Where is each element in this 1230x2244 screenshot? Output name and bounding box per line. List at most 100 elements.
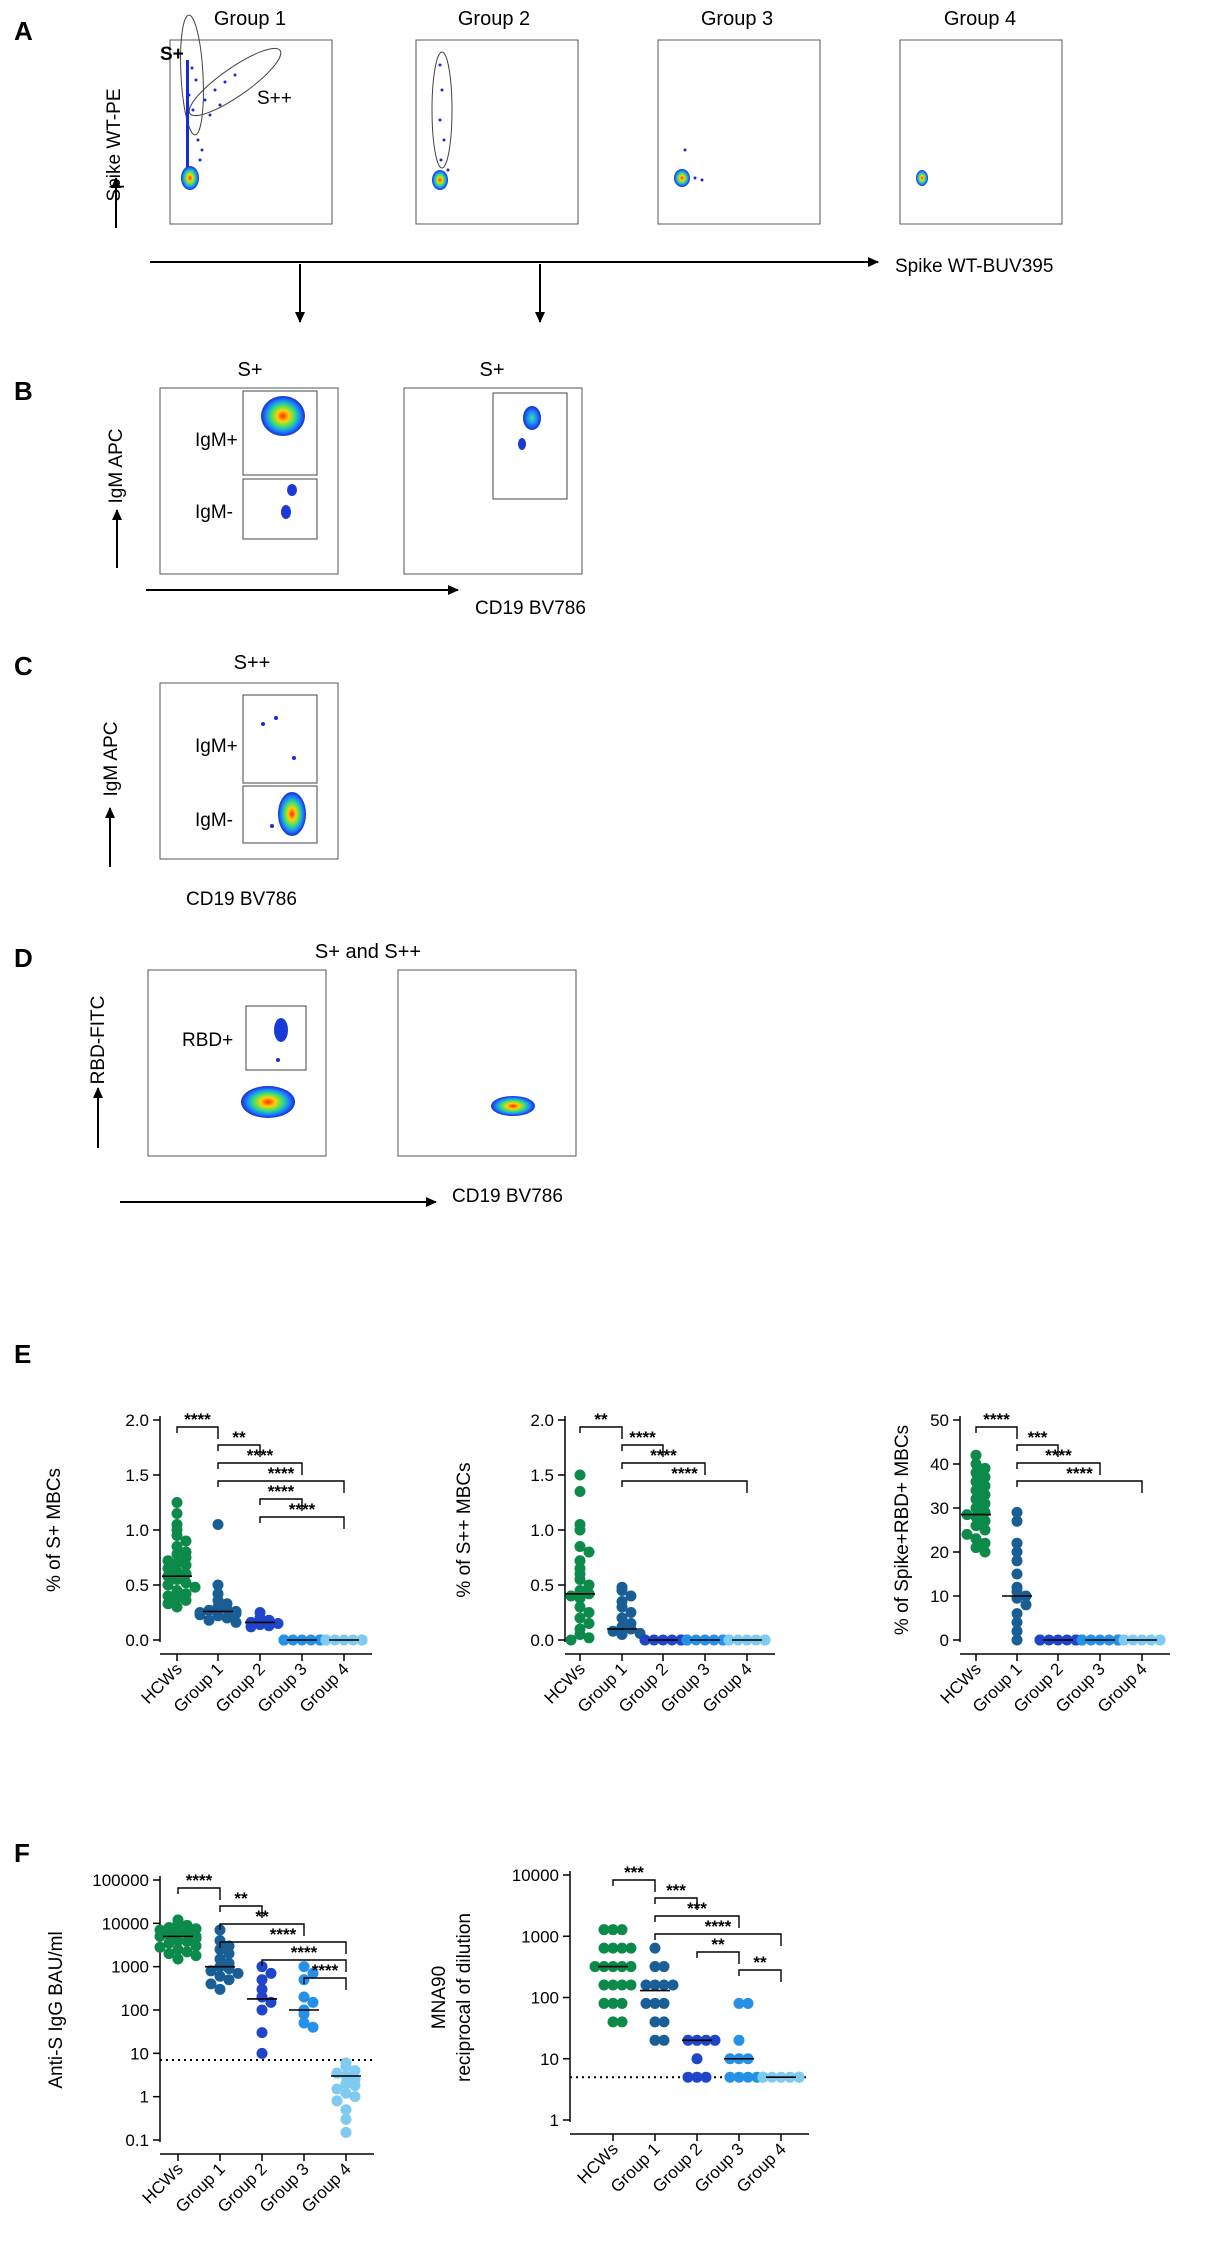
- y-tick-label: 1.0: [125, 1521, 149, 1540]
- gate-label-s-plus-plus: S++: [257, 88, 292, 109]
- data-point: [970, 1493, 982, 1505]
- sig-bracket: [177, 1887, 221, 1900]
- y-tick-label: 0: [940, 1631, 949, 1650]
- sig-label: ****: [289, 1500, 316, 1519]
- data-point: [180, 1559, 192, 1571]
- data-point: [340, 2104, 352, 2116]
- data-point: [190, 1950, 202, 1962]
- data-point: [189, 1581, 201, 1593]
- y-tick-label: 1.0: [530, 1521, 554, 1540]
- flow-plot-b-2: [403, 387, 583, 575]
- y-axis-label-2: reciprocal of dilution: [454, 1913, 475, 2082]
- y-tick-label: 2.0: [530, 1411, 554, 1430]
- data-point: [979, 1489, 991, 1501]
- data-point: [205, 1978, 217, 1990]
- data-point: [298, 1991, 310, 2003]
- events-group-3: [683, 148, 704, 182]
- data-point: [172, 1935, 184, 1947]
- data-point: [180, 1594, 192, 1606]
- data-point: [171, 1557, 183, 1569]
- gate-s-plus: [180, 14, 204, 136]
- data-point: [171, 1497, 183, 1508]
- sig-bracket: [219, 1923, 305, 1936]
- data-point: [212, 1519, 224, 1530]
- data-point: [1011, 1634, 1023, 1646]
- panel-b-x-label: CD19 BV786: [475, 598, 586, 619]
- data-point: [172, 1943, 184, 1955]
- data-point: [230, 1608, 242, 1620]
- panel-label-e: E: [14, 1339, 31, 1369]
- data-point: [616, 1942, 628, 1954]
- panel-a-x-label: Spike WT-BUV395: [895, 256, 1053, 277]
- y-tick-label: 1: [550, 2111, 559, 2130]
- data-point: [1011, 1537, 1023, 1549]
- group-4-title: Group 4: [944, 8, 1016, 30]
- data-point: [221, 1612, 233, 1624]
- data-point: [742, 1997, 754, 2009]
- flow-plot-group-4: [899, 39, 1063, 225]
- cluster-b2-small: [518, 438, 526, 450]
- data-point: [649, 1979, 661, 1991]
- data-point: [733, 2034, 745, 2046]
- data-point: [214, 1924, 226, 1936]
- gate-igm-minus-b1: [242, 478, 318, 540]
- events-c: [261, 716, 296, 828]
- data-point: [1011, 1592, 1023, 1604]
- data-point: [574, 1612, 586, 1624]
- flow-plot-group-2: [415, 39, 579, 225]
- y-tick-label: 0.1: [125, 2131, 149, 2150]
- data-point: [1020, 1599, 1032, 1611]
- data-point: [154, 1930, 166, 1942]
- dense-cluster-group-1: [181, 166, 199, 190]
- data-point: [163, 1948, 175, 1960]
- y-tick-label: 1.5: [530, 1466, 554, 1485]
- y-tick-label: 100: [121, 2001, 149, 2020]
- data-point: [245, 1621, 257, 1633]
- data-point: [340, 2087, 352, 2099]
- data-point: [979, 1471, 991, 1483]
- sig-bracket: [217, 1444, 261, 1457]
- y-tick-label: 40: [930, 1455, 949, 1474]
- cluster-d2-main: [491, 1096, 535, 1116]
- data-point: [172, 1925, 184, 1937]
- event-d1: [276, 1058, 280, 1062]
- data-point: [181, 1936, 193, 1948]
- gate-igm-minus-c: [242, 785, 318, 844]
- data-point: [180, 1552, 192, 1563]
- data-point: [616, 1612, 628, 1624]
- panel-d: S+ and S++ RBD+ RBD-FITC CD19 BV786: [88, 941, 577, 1207]
- data-point: [331, 2083, 343, 2095]
- data-point: [970, 1476, 982, 1488]
- panel-label-c: C: [14, 651, 33, 681]
- data-point: [256, 2027, 268, 2039]
- data-point: [214, 1935, 226, 1947]
- y-tick-label: 0.5: [530, 1576, 554, 1595]
- sig-bracket: [654, 1933, 782, 1946]
- y-tick-label: 1000: [521, 1927, 559, 1946]
- data-point: [194, 1609, 206, 1621]
- data-point: [172, 1953, 184, 1965]
- sig-label: ****: [270, 1925, 297, 1944]
- data-point: [181, 1919, 193, 1931]
- sig-bracket: [654, 1915, 740, 1928]
- data-point: [607, 2016, 619, 2028]
- gate-label-rbd-plus: RBD+: [182, 1030, 233, 1051]
- flow-plot-group-1: [169, 39, 333, 225]
- data-point: [658, 1997, 670, 2009]
- data-point: [171, 1541, 183, 1552]
- data-point: [979, 1537, 991, 1549]
- sig-bracket: [261, 1959, 347, 1972]
- cluster-d1-main: [241, 1086, 295, 1118]
- sig-label: **: [711, 1935, 725, 1954]
- data-point: [203, 1614, 215, 1626]
- group-1-title: Group 1: [214, 8, 286, 30]
- data-point: [616, 1979, 628, 1991]
- data-point: [1011, 1616, 1023, 1628]
- flow-plot-c: [159, 682, 339, 860]
- data-point: [616, 2016, 628, 2028]
- sig-label: ****: [1066, 1464, 1093, 1483]
- data-point: [256, 1983, 268, 1995]
- data-point: [979, 1515, 991, 1527]
- data-point: [625, 1607, 637, 1618]
